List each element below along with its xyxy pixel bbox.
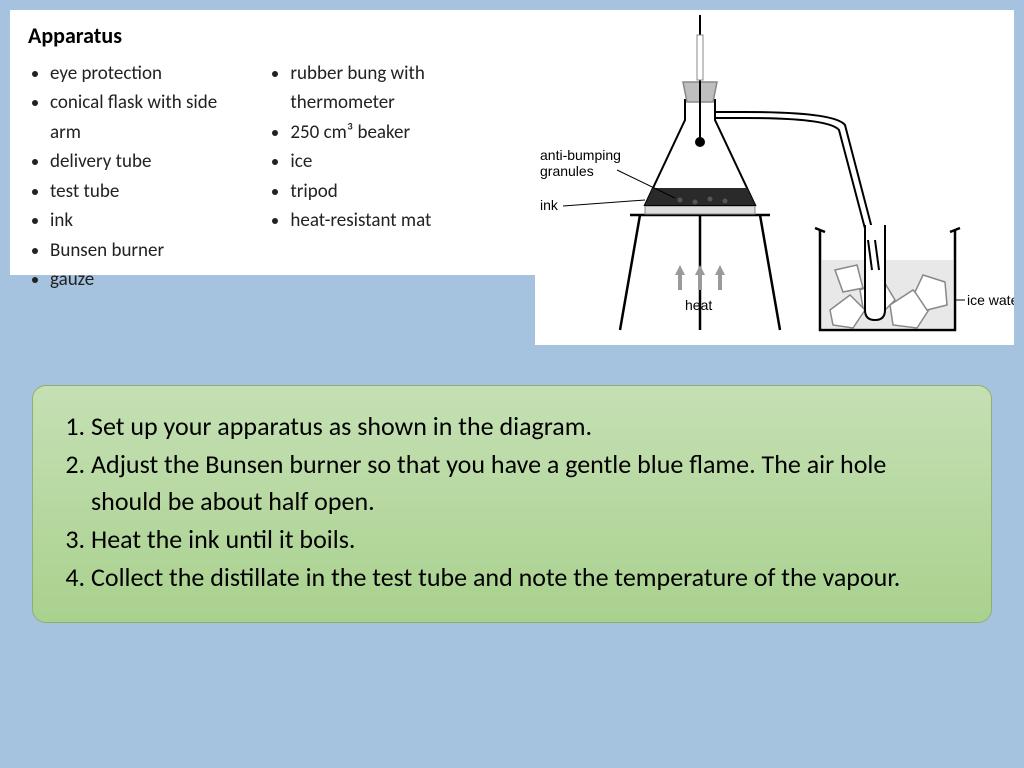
diagram-panel: anti-bumping granules ink heat ice water (535, 10, 1014, 345)
apparatus-columns: eye protection conical flask with side a… (28, 59, 517, 295)
distillation-diagram: anti-bumping granules ink heat ice water (535, 10, 1014, 345)
apparatus-title: Apparatus (28, 22, 517, 49)
label-heat: heat (685, 297, 712, 313)
apparatus-item: conical flask with side arm (50, 88, 238, 147)
apparatus-item: gauze (50, 265, 238, 294)
apparatus-item: 250 cm³ beaker (290, 118, 517, 147)
label-anti-bumping: anti-bumping granules (540, 147, 625, 179)
apparatus-item: tripod (290, 177, 517, 206)
apparatus-item: ice (290, 147, 517, 176)
instruction-step: Collect the distillate in the test tube … (91, 559, 961, 597)
apparatus-item: Bunsen burner (50, 236, 238, 265)
instruction-step: Set up your apparatus as shown in the di… (91, 408, 961, 446)
instructions-panel: Set up your apparatus as shown in the di… (32, 385, 992, 623)
apparatus-item: delivery tube (50, 147, 238, 176)
apparatus-item: eye protection (50, 59, 238, 88)
instruction-step: Heat the ink until it boils. (91, 521, 961, 559)
apparatus-item: ink (50, 206, 238, 235)
instruction-step: Adjust the Bunsen burner so that you hav… (91, 446, 961, 521)
apparatus-item: heat-resistant mat (290, 206, 517, 235)
label-ink: ink (540, 197, 559, 213)
apparatus-item: rubber bung with thermometer (290, 59, 517, 118)
apparatus-col-1: eye protection conical flask with side a… (28, 59, 238, 295)
apparatus-item: test tube (50, 177, 238, 206)
label-ice-water: ice water (967, 292, 1014, 308)
apparatus-panel: Apparatus eye protection conical flask w… (10, 10, 535, 275)
apparatus-col-2: rubber bung with thermometer 250 cm³ bea… (268, 59, 517, 295)
